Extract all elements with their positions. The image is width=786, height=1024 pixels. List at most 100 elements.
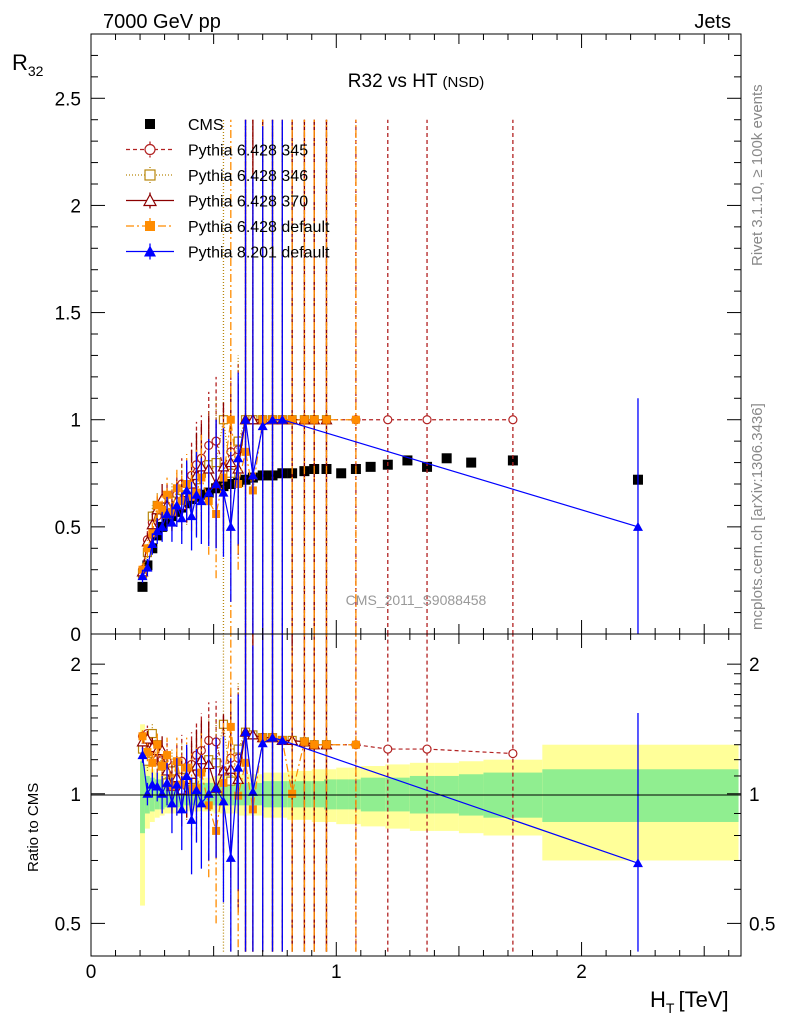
analysis-watermark: CMS_2011_S9088458 <box>346 592 487 608</box>
main-point <box>137 571 148 581</box>
ratio-point <box>226 722 235 731</box>
legend-item-p345: Pythia 6.428 345 <box>126 141 308 160</box>
main-point <box>247 470 258 480</box>
main-point <box>218 487 229 497</box>
legend-label: Pythia 6.428 default <box>188 219 330 236</box>
ratio-point <box>300 737 309 746</box>
legend-marker <box>144 169 156 181</box>
ratio-point <box>166 798 177 808</box>
main-point <box>233 453 244 463</box>
ratio-point <box>632 858 643 868</box>
main-point <box>310 415 319 424</box>
ratio-point <box>171 779 182 789</box>
ratio-point <box>383 744 393 754</box>
ratio-line-pdef <box>141 726 356 832</box>
main-point <box>288 415 297 424</box>
main-series-p8 <box>137 119 643 634</box>
ratio-series-p8 <box>137 634 643 952</box>
main-point <box>162 509 173 518</box>
ratio-point <box>211 783 222 793</box>
band-inner-bin <box>274 781 288 808</box>
side-text-mcplots: mcplots.cern.ch [arXiv:1306.3436] <box>749 403 766 630</box>
main-point <box>196 496 207 506</box>
ratio-point <box>157 788 168 798</box>
main-ytick-label: 0.5 <box>55 518 81 539</box>
xtick-label: 1 <box>331 962 342 983</box>
legend-marker <box>145 119 155 129</box>
ratio-point <box>158 762 167 771</box>
main-ytick-label: 1 <box>70 411 81 432</box>
ratio-point <box>322 740 331 749</box>
main-point <box>203 487 214 497</box>
main-point <box>158 505 167 514</box>
ratio-uncertainty-band <box>140 724 739 906</box>
band-inner-bin <box>221 782 229 806</box>
legend-item-cms: CMS <box>145 117 224 134</box>
ratio-point <box>176 804 187 814</box>
main-point <box>322 415 331 424</box>
ratio-point <box>162 777 173 787</box>
side-text-rivet: Rivet 3.1.10, ≥ 100k events <box>749 84 766 266</box>
ratio-point <box>257 738 268 748</box>
ratio-point <box>191 785 202 795</box>
ratio-point <box>186 814 197 824</box>
main-point <box>383 415 393 425</box>
ratio-point <box>277 735 288 745</box>
ratio-point <box>247 786 258 796</box>
main-point <box>351 415 360 424</box>
main-point <box>300 415 309 424</box>
main-point <box>422 461 433 472</box>
band-inner-bin <box>542 769 739 822</box>
band-inner-bin <box>336 779 349 810</box>
main-point <box>225 521 236 531</box>
legend-marker <box>144 245 156 257</box>
main-ytick-label: 0 <box>70 625 81 646</box>
ratio-plot-series <box>136 634 643 952</box>
main-point <box>507 455 518 466</box>
band-inner-bin <box>213 782 221 806</box>
band-inner-bin <box>140 761 145 834</box>
main-point <box>211 479 222 488</box>
band-inner-bin <box>348 779 361 810</box>
main-ytick-label: 1.5 <box>55 304 81 325</box>
main-point <box>277 414 288 424</box>
ratio-point <box>181 770 192 780</box>
xtick-label: 2 <box>576 962 587 983</box>
ratio-point <box>147 728 157 739</box>
main-point <box>191 489 202 499</box>
main-series-cms <box>137 453 643 592</box>
ratio-point <box>351 740 360 749</box>
ratio-point <box>218 796 229 806</box>
ratio-point <box>203 788 214 798</box>
chart-title: R32 vs HT (NSD) <box>348 71 484 92</box>
ratio-point <box>422 744 432 754</box>
main-point <box>186 511 197 521</box>
ratio-ytick-label-left: 2 <box>70 655 81 676</box>
ratio-point <box>240 727 251 737</box>
band-inner-bin <box>238 782 251 806</box>
main-point <box>153 501 162 510</box>
main-point <box>267 414 278 424</box>
legend-item-pdef: Pythia 6.428 default <box>126 218 330 236</box>
ratio-point <box>163 751 172 760</box>
main-point <box>181 485 192 495</box>
ratio-point <box>267 732 278 742</box>
ratio-point <box>138 732 147 741</box>
ratio-ytick-label-left: 1 <box>70 785 81 806</box>
main-point <box>137 581 148 592</box>
band-inner-bin <box>299 781 312 808</box>
main-point <box>166 517 177 527</box>
ratio-point <box>143 748 152 757</box>
band-inner-bin <box>228 782 239 806</box>
legend-marker <box>144 143 156 156</box>
legend-label: Pythia 6.428 346 <box>188 168 308 185</box>
ratio-point <box>153 740 162 749</box>
main-point <box>226 415 235 424</box>
ratio-ylabel: Ratio to CMS <box>25 783 42 872</box>
axis-ticks: 0 0.5 1 1.5 2 2.5 0.5 0.5 1 1 2 2 0 1 2 <box>55 34 775 983</box>
ratio-point <box>152 781 163 791</box>
main-point <box>152 526 163 536</box>
main-ytick-label: 2 <box>70 196 81 217</box>
main-point <box>176 513 187 523</box>
